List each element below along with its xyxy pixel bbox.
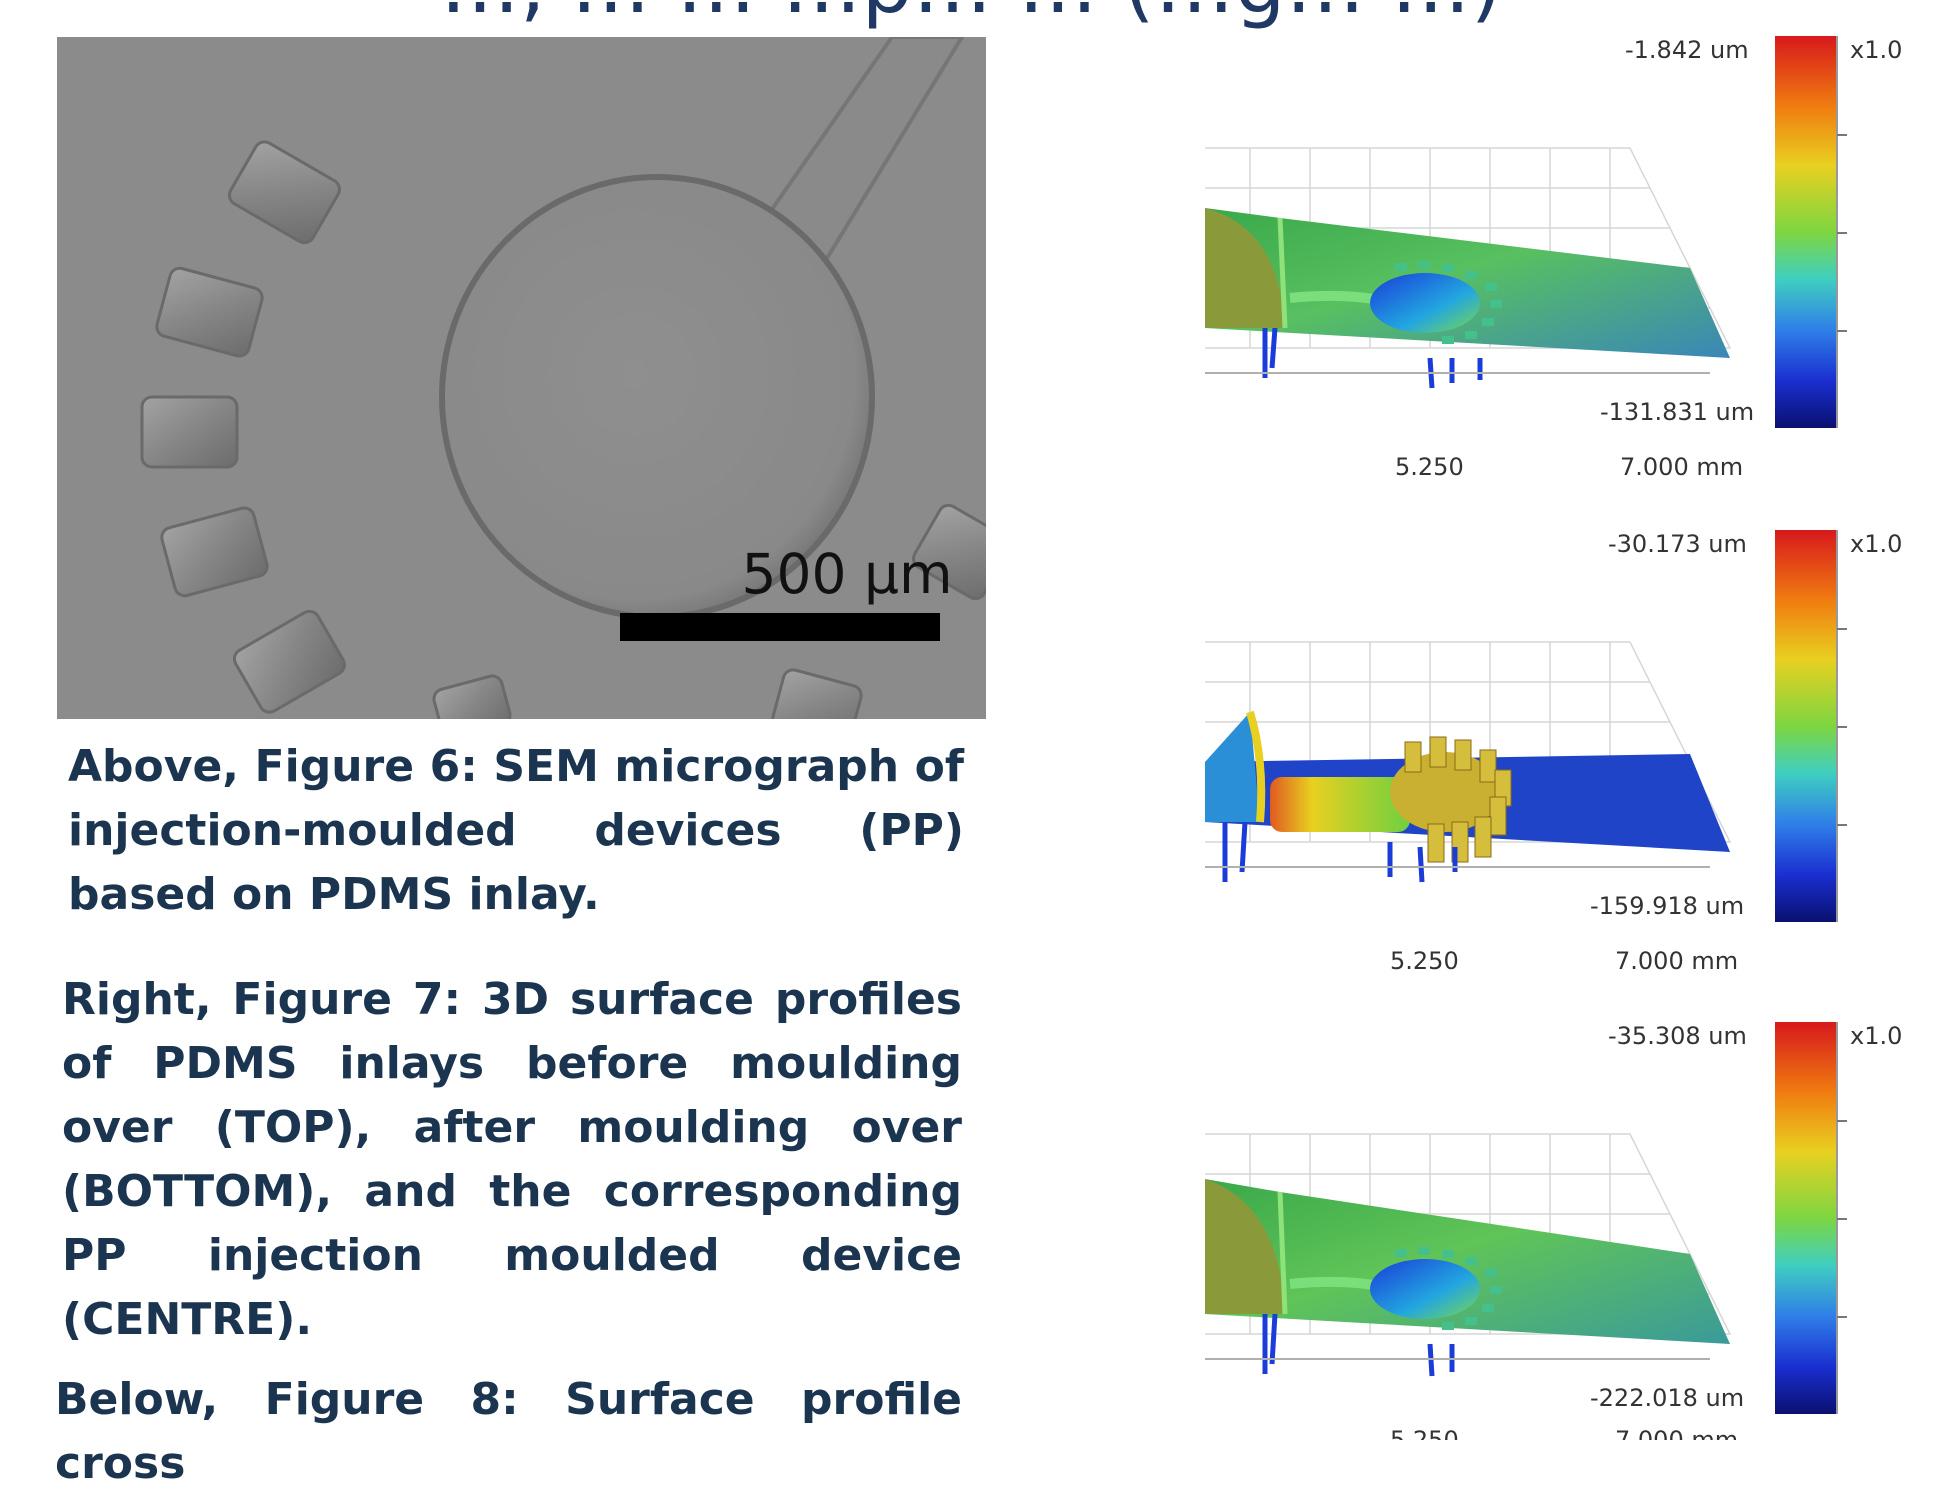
colorbar-max-label: -35.308 um [1608,1022,1747,1050]
colorbar-max-label: -30.173 um [1608,530,1747,558]
surface-plot [1205,1133,1732,1377]
colorbar [1775,530,1837,922]
surface-profile-top: -1.842 um x1.0 -131.831 um 5.250 7.000 m… [1190,28,1942,488]
sem-micrograph: 500 µm [57,37,986,719]
colorbar [1775,36,1837,428]
colorbar [1775,1022,1837,1414]
colorbar-min-label: -222.018 um [1590,1384,1745,1412]
x-tick-2: 7.000 mm [1615,947,1739,975]
scale-bar-label: 500 µm [741,542,953,606]
page-heading: …, … … …p… … (…g… …) [0,0,1942,40]
colorbar-min-label: -159.918 um [1590,892,1745,920]
x-tick-1: 5.250 [1395,453,1464,481]
figure8-caption: Below, Figure 8: Surface profile cross [55,1374,962,1489]
colorbar-scale-label: x1.0 [1850,1022,1903,1050]
x-tick-1: 5.250 [1390,1426,1459,1440]
figure7-caption: Right, Figure 7: 3D surface profiles of … [62,974,962,1345]
surface-plot [1205,147,1732,389]
x-tick-2: 7.000 mm [1620,453,1744,481]
colorbar-max-label: -1.842 um [1625,36,1749,64]
x-tick-1: 5.250 [1390,947,1459,975]
colorbar-scale-label: x1.0 [1850,36,1903,64]
surface-plot [1205,641,1732,883]
pillar-group [140,140,986,719]
figure6-caption: Above, Figure 6: SEM micrograph of injec… [68,741,964,920]
surface-profile-bottom: -35.308 um x1.0 -222.018 um 5.250 7.000 … [1190,1014,1942,1440]
colorbar-scale-label: x1.0 [1850,530,1903,558]
colorbar-min-label: -131.831 um [1600,398,1755,426]
scale-bar [620,613,940,641]
sem-image [57,37,986,719]
surface-profile-centre: -30.173 um x1.0 -159.918 um 5.250 7.000 … [1190,522,1942,982]
x-tick-2: 7.000 mm [1615,1426,1739,1440]
